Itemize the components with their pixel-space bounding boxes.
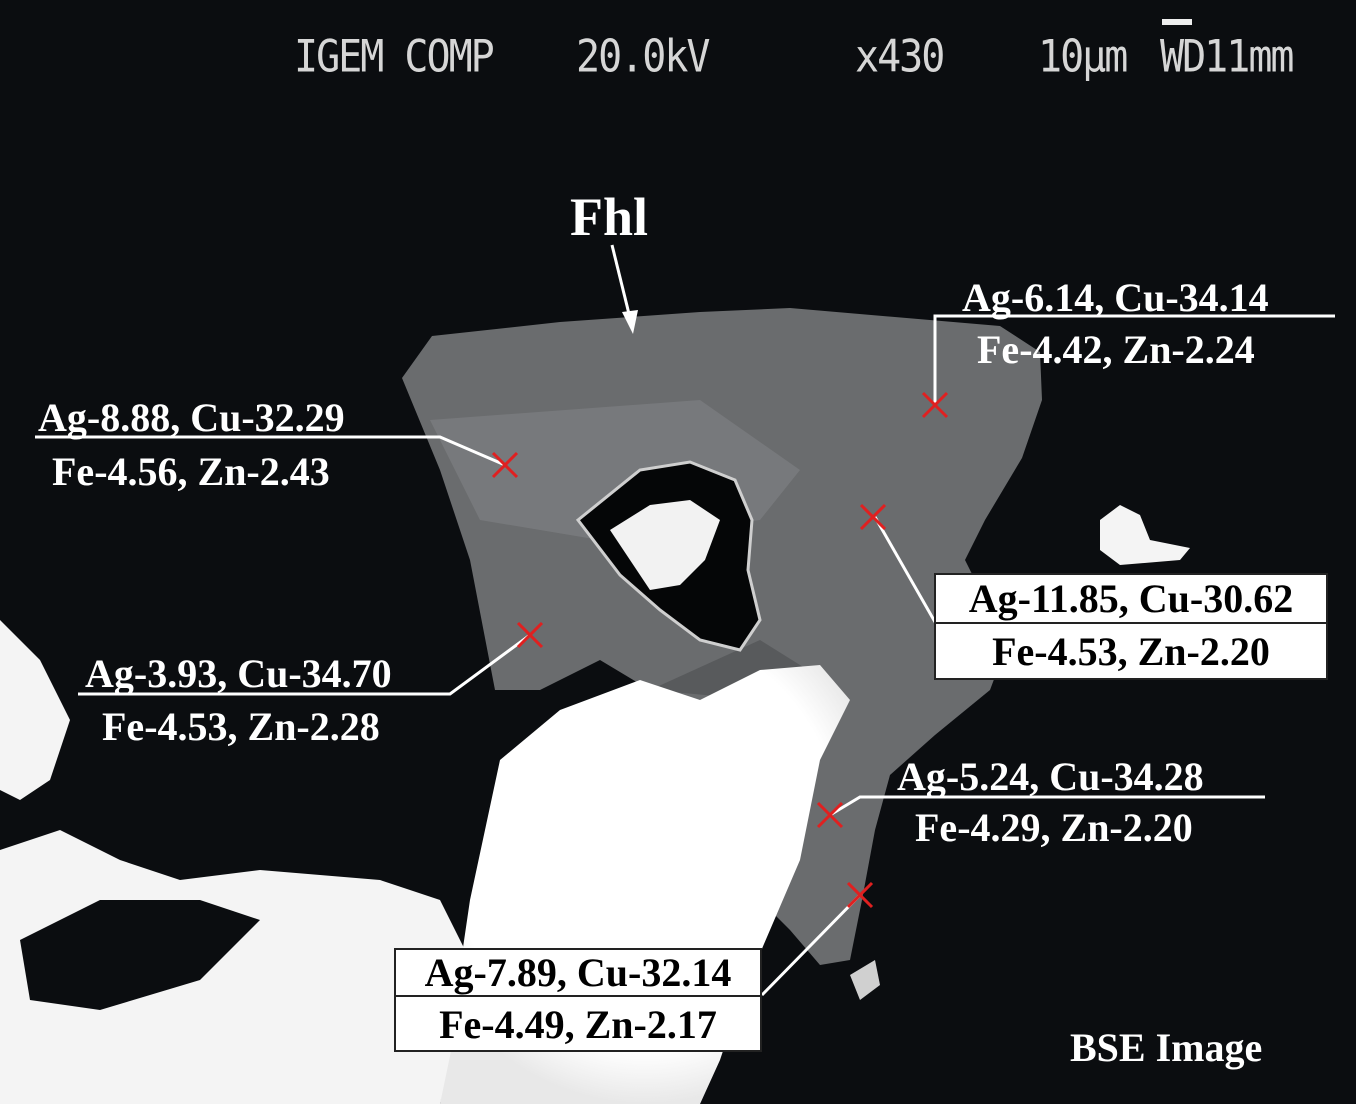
galena-label: Gn bbox=[543, 823, 616, 883]
leader-lines bbox=[35, 314, 1335, 997]
working-distance-label: WD11mm bbox=[1160, 31, 1294, 83]
analysis-3-line2: Fe-4.53, Zn-2.20 bbox=[934, 622, 1328, 680]
voltage-label: 20.0kV bbox=[576, 31, 710, 83]
analysis-point-marker bbox=[846, 881, 874, 909]
analysis-point-marker bbox=[816, 801, 844, 829]
analysis-6-line1: Ag-7.89, Cu-32.14 bbox=[394, 948, 762, 997]
scale-bar bbox=[1162, 19, 1192, 25]
analysis-point-marker bbox=[516, 621, 544, 649]
detector-label: IGEM COMP bbox=[294, 31, 495, 83]
analysis-2-line1: Ag-8.88, Cu-32.29 bbox=[38, 395, 345, 440]
image-type-label: BSE Image bbox=[1070, 1025, 1263, 1070]
analysis-5-line2: Fe-4.29, Zn-2.20 bbox=[915, 805, 1193, 850]
analysis-5-line1: Ag-5.24, Cu-34.28 bbox=[897, 754, 1204, 799]
fhl-arrow bbox=[610, 244, 632, 319]
analysis-1-line1: Ag-6.14, Cu-34.14 bbox=[962, 275, 1269, 320]
fahlore-label: Fhl bbox=[570, 187, 649, 247]
analysis-4-line2: Fe-4.53, Zn-2.28 bbox=[102, 704, 380, 749]
analysis-6-line2: Fe-4.49, Zn-2.17 bbox=[394, 995, 762, 1052]
analysis-point-marker bbox=[921, 391, 949, 419]
analysis-2-line2: Fe-4.56, Zn-2.43 bbox=[52, 449, 330, 494]
analysis-1-line2: Fe-4.42, Zn-2.24 bbox=[977, 327, 1255, 372]
magnification-label: x430 bbox=[855, 31, 945, 83]
analysis-point-marker bbox=[491, 451, 519, 479]
analysis-3-line1: Ag-11.85, Cu-30.62 bbox=[934, 573, 1328, 624]
analysis-point-marker bbox=[859, 503, 887, 531]
scale-label: 10μm bbox=[1038, 31, 1128, 83]
analysis-4-line1: Ag-3.93, Cu-34.70 bbox=[85, 651, 392, 696]
